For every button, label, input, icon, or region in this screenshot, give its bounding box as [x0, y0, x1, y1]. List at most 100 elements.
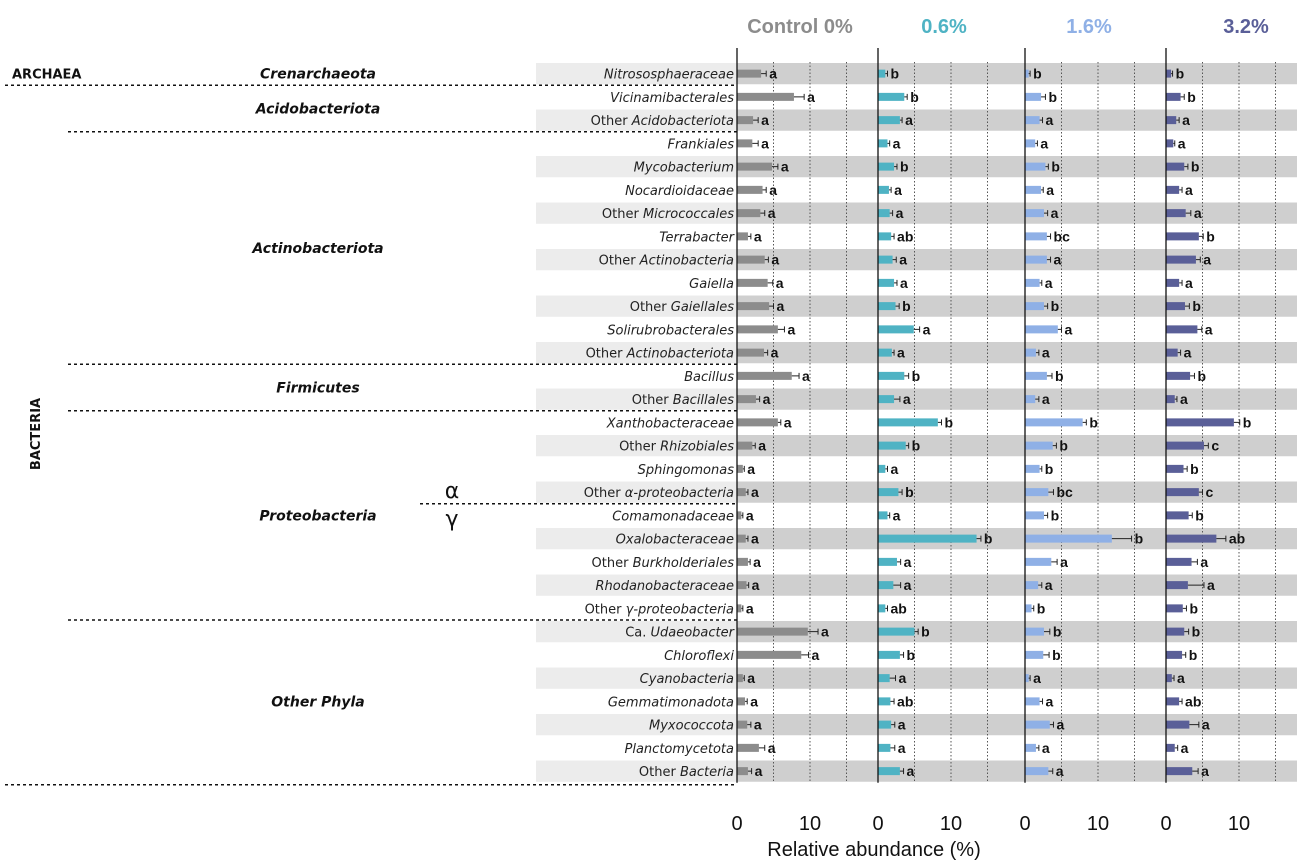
- bar: [878, 185, 889, 194]
- error-bar: [1028, 70, 1031, 77]
- bar: [1166, 255, 1196, 264]
- error-bar: [1052, 442, 1057, 449]
- significance-letter: a: [1205, 321, 1213, 337]
- bar: [1166, 650, 1183, 659]
- significance-letter: a: [1207, 577, 1215, 593]
- category-label: Comamonadaceae: [612, 509, 734, 524]
- significance-letter: b: [1243, 414, 1252, 430]
- significance-letter: b: [1135, 531, 1144, 547]
- category-label: Other Acidobacteriota: [591, 114, 734, 129]
- significance-letter: a: [1040, 135, 1048, 151]
- bar: [1166, 325, 1198, 334]
- category-label: Other γ-proteobacteria: [585, 602, 734, 617]
- error-bar: [885, 605, 888, 612]
- bar: [878, 395, 895, 404]
- significance-letter: b: [910, 89, 919, 105]
- category-label: Terrabacter: [659, 230, 735, 245]
- significance-letter: a: [1042, 345, 1050, 361]
- panel-title: 3.2%: [1223, 16, 1269, 38]
- error-bar: [807, 628, 819, 635]
- error-bar: [1043, 512, 1049, 519]
- bar: [1166, 674, 1172, 683]
- significance-letter: b: [902, 298, 911, 314]
- significance-letter: c: [1211, 438, 1219, 454]
- error-bar: [1182, 651, 1187, 658]
- panel-title: 0.6%: [921, 16, 967, 38]
- panel-title: 1.6%: [1066, 16, 1112, 38]
- row-band-label: [536, 342, 737, 364]
- significance-letter: a: [763, 391, 771, 407]
- error-bar: [899, 768, 905, 775]
- row-band-label: [536, 481, 737, 503]
- error-bar: [1192, 768, 1199, 775]
- row-band-label: [536, 528, 737, 550]
- error-bar: [755, 396, 761, 403]
- bar: [737, 720, 748, 729]
- row-band-plot: [737, 528, 1297, 550]
- significance-letter: b: [1189, 647, 1198, 663]
- error-bar: [1048, 489, 1054, 496]
- bar: [1025, 743, 1036, 752]
- bar: [1166, 557, 1192, 566]
- bar: [1025, 278, 1040, 287]
- significance-letter: a: [1045, 275, 1053, 291]
- error-bar: [1177, 349, 1182, 356]
- significance-letter: a: [787, 321, 795, 337]
- bar: [1025, 441, 1053, 450]
- bar: [1166, 604, 1183, 613]
- error-bar: [1057, 326, 1062, 333]
- row-band-plot: [737, 388, 1297, 410]
- row-band-plot: [737, 481, 1297, 503]
- row-band-label: [536, 202, 737, 224]
- row-band-plot: [737, 342, 1297, 364]
- error-bar: [762, 186, 767, 193]
- category-label: Solirubrobacterales: [607, 323, 734, 338]
- significance-letter: a: [890, 461, 898, 477]
- error-bar: [1041, 186, 1044, 193]
- error-bar: [1184, 163, 1189, 170]
- significance-letter: a: [1200, 554, 1208, 570]
- bar: [1025, 650, 1044, 659]
- significance-letter: a: [761, 135, 769, 151]
- significance-letter: b: [1192, 624, 1201, 640]
- row-band-plot: [737, 435, 1297, 457]
- error-bar: [1233, 419, 1241, 426]
- significance-letter: b: [1052, 647, 1061, 663]
- row-band-label: [536, 109, 737, 131]
- significance-letter: a: [752, 577, 760, 593]
- significance-letter: a: [1042, 740, 1050, 756]
- error-bar: [1035, 140, 1038, 147]
- bar: [878, 581, 894, 590]
- row-band-label: [536, 621, 737, 643]
- error-bar: [890, 698, 895, 705]
- error-bar: [753, 117, 759, 124]
- error-bar: [769, 303, 774, 310]
- bar: [1025, 767, 1049, 776]
- significance-letter: a: [1202, 717, 1210, 733]
- significance-letter: b: [945, 414, 954, 430]
- significance-letter: b: [984, 531, 993, 547]
- category-label: Ca. Udaeobacter: [625, 626, 735, 641]
- significance-letter: b: [1089, 414, 1098, 430]
- bar: [737, 209, 761, 218]
- error-bar: [1183, 465, 1188, 472]
- bar: [878, 92, 905, 101]
- bar: [1166, 232, 1199, 241]
- error-bar: [793, 93, 805, 100]
- bar: [878, 232, 892, 241]
- significance-letter: b: [1189, 600, 1198, 616]
- error-bar: [1031, 605, 1035, 612]
- bar: [1025, 581, 1039, 590]
- phylum-label: Other Phyla: [271, 694, 364, 710]
- error-bar: [1051, 558, 1058, 565]
- category-label: Other Micrococcales: [602, 207, 734, 222]
- error-bar: [1038, 582, 1043, 589]
- bar: [878, 743, 891, 752]
- grid-lines: [773, 62, 1276, 783]
- bar: [1025, 255, 1047, 264]
- significance-letter: a: [769, 182, 777, 198]
- bar: [878, 534, 977, 543]
- significance-letter: a: [1046, 182, 1054, 198]
- significance-letter: b: [1206, 228, 1215, 244]
- domain-label-bacteria: BACTERIA: [29, 398, 44, 470]
